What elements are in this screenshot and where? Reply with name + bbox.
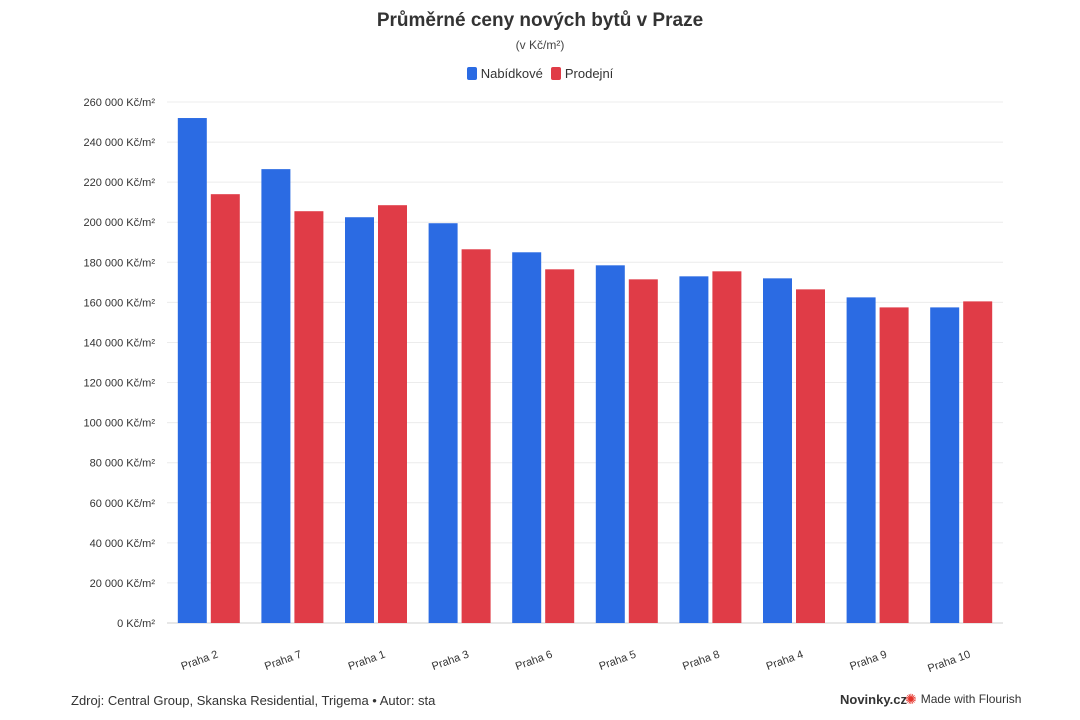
chart-legend: Nabídkové Prodejní [0,66,1080,81]
y-tick-label: 240 000 Kč/m² [83,137,155,149]
y-tick-label: 260 000 Kč/m² [83,97,155,109]
bar-prodejni [461,249,491,623]
y-tick-label: 220 000 Kč/m² [83,177,155,189]
y-tick-label: 120 000 Kč/m² [83,378,155,390]
x-tick-label: Praha 10 [926,649,972,676]
flourish-icon: ✺ [905,691,917,707]
y-tick-label: 40 000 Kč/m² [90,538,156,550]
x-tick-label: Praha 5 [598,649,638,673]
y-tick-label: 180 000 Kč/m² [83,257,155,269]
x-tick-label: Praha 3 [430,649,470,673]
bar-prodejni [712,271,742,623]
bar-nabidkove [930,307,960,623]
y-tick-label: 60 000 Kč/m² [90,498,156,510]
x-tick-label: Praha 7 [263,649,303,673]
bar-prodejni [879,307,909,623]
chart-title: Průměrné ceny nových bytů v Praze [376,10,704,31]
y-tick-label: 200 000 Kč/m² [83,217,155,229]
bar-nabidkove [595,265,625,623]
bar-prodejni [628,279,658,623]
bar-prodejni [963,301,993,623]
bar-prodejni [210,194,240,623]
y-tick-label: 0 Kč/m² [117,618,155,630]
legend-label-nabidkove: Nabídkové [480,66,543,81]
x-tick-label: Praha 6 [514,649,554,673]
brand-logo[interactable]: Novinky.cz [840,692,907,707]
flourish-credit[interactable]: ✺ Made with Flourish [905,692,1021,706]
bar-nabidkove [345,217,374,623]
legend-label-prodejni: Prodejní [564,66,614,81]
x-tick-label: Praha 4 [765,649,805,673]
bar-nabidkove [428,223,458,623]
bar-prodejni [796,289,825,623]
bar-nabidkove [177,118,207,624]
legend-item-prodejni[interactable]: Prodejní [550,66,614,81]
flourish-credit-label: Made with Flourish [920,692,1022,706]
x-tick-label: Praha 2 [180,649,220,673]
x-tick-label: Praha 9 [848,649,888,673]
bar-prodejni [378,205,407,624]
legend-item-nabidkove[interactable]: Nabídkové [466,66,543,81]
bar-nabidkove [763,278,792,623]
y-tick-label: 160 000 Kč/m² [83,297,155,309]
source-note: Zdroj: Central Group, Skanska Residentia… [71,693,436,708]
bar-nabidkove [512,252,542,624]
x-tick-label: Praha 8 [681,649,721,673]
legend-swatch-nabidkove [466,67,477,80]
bar-nabidkove [261,169,291,623]
y-tick-label: 20 000 Kč/m² [90,578,156,590]
chart-subtitle: (v Kč/m²) [515,38,565,52]
bar-prodejni [545,269,575,623]
y-tick-label: 100 000 Kč/m² [83,418,155,430]
x-tick-label: Praha 1 [347,649,387,673]
bar-nabidkove [679,276,709,623]
bar-nabidkove [846,297,876,623]
bar-prodejni [294,211,324,624]
y-tick-label: 140 000 Kč/m² [83,337,155,349]
y-tick-label: 80 000 Kč/m² [90,458,156,470]
legend-swatch-prodejni [550,67,561,80]
